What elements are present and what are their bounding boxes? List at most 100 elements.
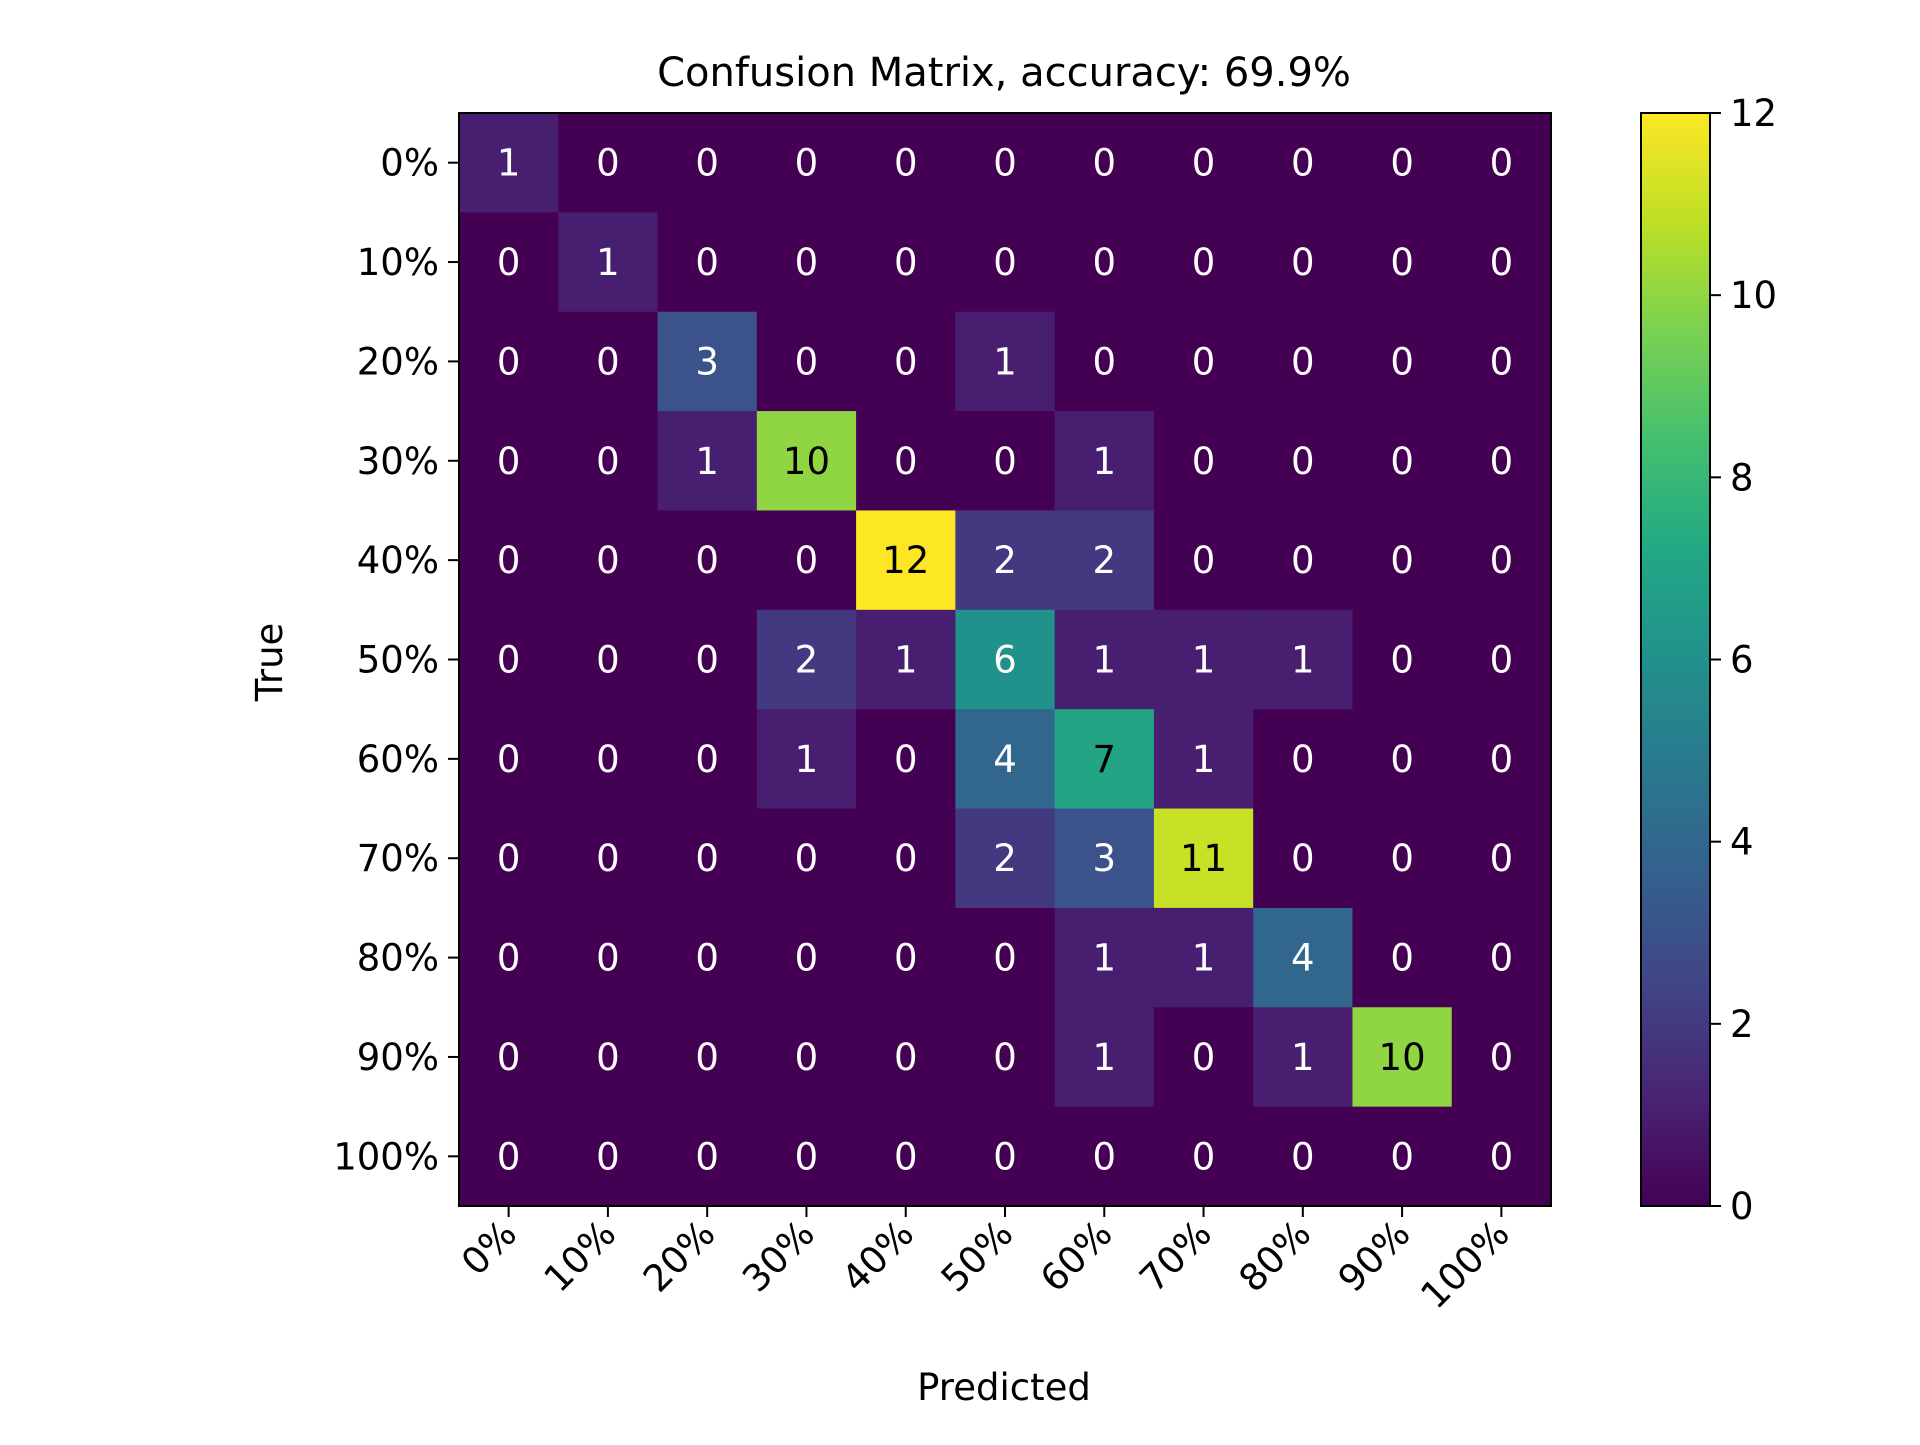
cell-value-label: 0 [695, 241, 719, 284]
cell-value-label: 0 [795, 837, 819, 880]
cell-value-label: 7 [1092, 738, 1116, 781]
heatmap-cell [558, 808, 659, 909]
cell-value-label: 3 [1092, 837, 1116, 880]
heatmap-cell [955, 311, 1056, 412]
cell-value-label: 0 [695, 142, 719, 185]
cell-value-label: 0 [1490, 241, 1514, 284]
cell-value-label: 0 [894, 142, 918, 185]
cell-value-label: 1 [1291, 639, 1315, 682]
y-tick-label: 30% [357, 440, 439, 483]
heatmap-cell [459, 907, 559, 1008]
heatmap-cell [856, 709, 956, 810]
cell-value-label: 0 [497, 1036, 521, 1079]
cell-value-label: 2 [993, 539, 1017, 582]
heatmap-cell [1352, 1106, 1453, 1207]
cell-value-label: 1 [1092, 1036, 1116, 1079]
heatmap-cell [1253, 609, 1354, 710]
chart-title: Confusion Matrix, accuracy: 69.9% [657, 50, 1351, 96]
heatmap-cell [558, 609, 659, 710]
colorbar-tick-label: 10 [1730, 274, 1777, 317]
heatmap-cell [1054, 1007, 1155, 1108]
y-axis-label: True [248, 623, 291, 703]
cell-value-label: 0 [1092, 1135, 1116, 1178]
cell-value-label: 0 [993, 440, 1017, 483]
heatmap-cell [558, 311, 659, 412]
cell-value-label: 0 [894, 340, 918, 383]
heatmap-cell [558, 709, 659, 810]
heatmap-cell [1352, 709, 1453, 810]
y-tick-label: 10% [357, 241, 439, 284]
cell-value-label: 0 [596, 440, 620, 483]
heatmap-cell [1352, 1007, 1453, 1108]
heatmap-cell [1153, 311, 1254, 412]
heatmap-cell [1253, 113, 1354, 213]
cell-value-label: 0 [695, 937, 719, 980]
cell-value-label: 1 [1192, 937, 1216, 980]
heatmap-cell [1054, 510, 1155, 611]
y-tick-label: 20% [357, 340, 439, 383]
cell-value-label: 0 [695, 539, 719, 582]
heatmap-cell [1054, 709, 1155, 810]
heatmap-cell [1352, 212, 1453, 313]
cell-value-label: 0 [795, 539, 819, 582]
heatmap-cell [1352, 411, 1453, 512]
heatmap-cell [756, 609, 857, 710]
heatmap-cell [657, 1106, 758, 1207]
cell-value-label: 0 [497, 241, 521, 284]
heatmap-cell [1054, 609, 1155, 710]
colorbar-tick-label: 0 [1730, 1185, 1754, 1228]
heatmap-cell [756, 311, 857, 412]
cell-value-label: 0 [695, 1036, 719, 1079]
heatmap-cell [1253, 411, 1354, 512]
heatmap-cell [1253, 1106, 1354, 1207]
x-tick-label: 0% [453, 1212, 525, 1284]
heatmap-cell [756, 510, 857, 611]
cell-value-label: 12 [882, 539, 929, 582]
cell-value-label: 0 [1291, 241, 1315, 284]
cell-value-label: 10 [1379, 1036, 1426, 1079]
heatmap-cell [558, 510, 659, 611]
heatmap-cell [558, 1007, 659, 1108]
heatmap-cell [955, 907, 1056, 1008]
cell-value-label: 0 [1092, 241, 1116, 284]
cell-value-label: 0 [1490, 937, 1514, 980]
cell-value-label: 0 [1291, 1135, 1315, 1178]
heatmap-cell [1253, 311, 1354, 412]
heatmap-cell [955, 709, 1056, 810]
heatmap-cell [459, 411, 559, 512]
cell-value-label: 0 [1291, 738, 1315, 781]
heatmap-cell [856, 411, 956, 512]
cell-value-label: 4 [1291, 937, 1315, 980]
cell-value-label: 0 [894, 837, 918, 880]
heatmap-cell [756, 212, 857, 313]
cell-value-label: 0 [1192, 1135, 1216, 1178]
heatmap-cells: 1 0 0 0 0 0 0 0 0 0 00 1 0 0 0 0 0 0 0 0 00 0 3 0 0 1 0 0 0 0 00 0 1 10 0 0… [458, 112, 1552, 1207]
heatmap-cell [1451, 1106, 1552, 1207]
cell-value-label: 0 [795, 241, 819, 284]
cell-value-label: 0 [596, 837, 620, 880]
cell-value-label: 10 [783, 440, 830, 483]
heatmap-cell [1352, 113, 1453, 213]
cell-value-label: 0 [1291, 440, 1315, 483]
heatmap-cell [1253, 709, 1354, 810]
cell-value-label: 0 [1092, 142, 1116, 185]
cell-value-label: 0 [993, 142, 1017, 185]
heatmap-cell [459, 709, 559, 810]
heatmap-cell [558, 212, 659, 313]
cell-value-label: 0 [993, 241, 1017, 284]
heatmap-cell [459, 808, 559, 909]
heatmap-cell [1451, 1007, 1552, 1108]
heatmap-cell [558, 113, 659, 213]
cell-value-label: 0 [596, 1036, 620, 1079]
cell-value-label: 1 [695, 440, 719, 483]
heatmap-cell [1451, 609, 1552, 710]
heatmap-cell [459, 510, 559, 611]
heatmap-cell [1153, 808, 1254, 909]
heatmap-cell [1054, 808, 1155, 909]
x-tick-label: 100% [1413, 1212, 1518, 1317]
heatmap-cell [856, 808, 956, 909]
heatmap-cell [1153, 709, 1254, 810]
heatmap-cell [1054, 113, 1155, 213]
y-tick-label: 40% [357, 539, 439, 582]
heatmap-cell [955, 808, 1056, 909]
